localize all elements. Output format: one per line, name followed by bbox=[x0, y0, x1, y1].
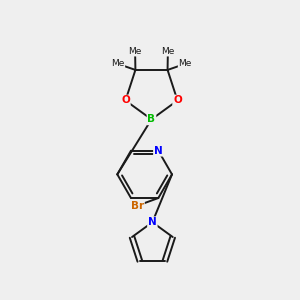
Text: O: O bbox=[121, 95, 130, 106]
Text: Br: Br bbox=[131, 201, 144, 211]
Text: N: N bbox=[148, 217, 157, 227]
Text: Me: Me bbox=[178, 59, 192, 68]
Text: O: O bbox=[173, 95, 182, 106]
Text: Me: Me bbox=[128, 47, 142, 56]
Text: Me: Me bbox=[111, 59, 125, 68]
Text: N: N bbox=[154, 146, 163, 156]
Text: B: B bbox=[148, 114, 155, 124]
Text: Me: Me bbox=[161, 47, 175, 56]
